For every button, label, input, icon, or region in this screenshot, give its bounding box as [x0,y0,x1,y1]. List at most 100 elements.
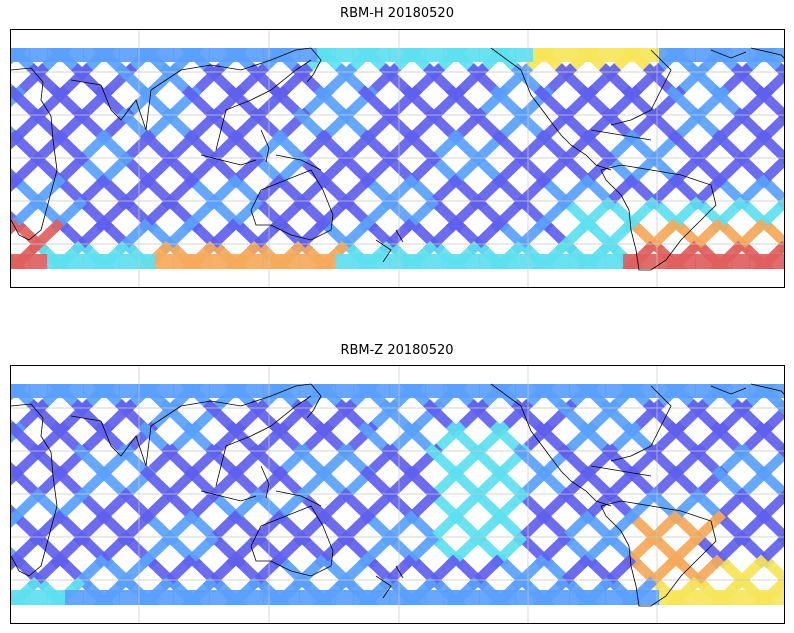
orbit-track-segment [204,107,243,144]
orbit-track-segment [468,510,507,547]
orbit-track-segment [688,443,727,480]
orbit-track-segment [533,532,572,569]
orbit-track-segment [686,63,725,100]
orbit-track-segment [334,399,373,436]
south-band-cell [335,590,354,605]
orbit-track-segment [359,465,398,503]
orbit-track-segment [600,510,639,547]
north-band-cell [659,384,678,398]
orbit-track-segment [137,196,176,233]
orbit-track-segment [422,399,461,436]
orbit-track-segment [730,399,769,436]
orbit-track-segment [753,196,784,233]
south-band-cell [749,254,768,269]
orbit-track-segment [11,125,23,144]
south-band-cell [479,590,498,605]
coastline-path [200,129,322,171]
orbit-track-segment [709,421,748,458]
south-band-cell [623,590,642,605]
south-band-cell [173,254,192,269]
orbit-track-segment [315,151,354,189]
orbit-track-segment [269,532,308,569]
north-band-cell [119,384,138,398]
orbit-track-segment [623,151,662,189]
orbit-track-segment [759,554,784,585]
south-band-cell [407,254,426,269]
orbit-track-segment [665,196,704,233]
north-band-cell [677,48,696,62]
south-band-cell [677,590,696,605]
south-band-cell [119,254,138,269]
orbit-track-segment [11,151,46,189]
graticule-rbm-h [11,30,784,287]
north-band-cell [551,48,570,62]
north-band-cell [65,48,84,62]
orbit-track-segment [489,85,528,122]
coastline-path [490,383,572,482]
orbit-track-segment [183,487,222,525]
orbit-track-segment [116,107,155,144]
south-band-cell [389,254,408,269]
south-band-cell [605,254,624,269]
orbit-track-segment [11,461,23,480]
orbit-track-segment [181,196,220,233]
orbit-track-segment [11,532,44,569]
south-band-cell [551,254,570,269]
orbit-track-segment [757,510,784,543]
orbit-track-segment [28,510,67,547]
south-band-cell [713,254,732,269]
north-band-cell [425,384,444,398]
orbit-track-segment [137,421,176,458]
orbit-track-segment [579,151,618,189]
orbit-track-segment [269,196,308,233]
orbit-track-segment [11,218,21,235]
north-band-cell [353,384,372,398]
orbit-track-segment [554,399,593,436]
orbit-track-segment [11,554,21,571]
orbit-track-segment [755,465,784,501]
orbit-track-segment [336,107,375,144]
south-band-cell [551,590,570,605]
south-band-cell [767,254,784,269]
north-band-cell [551,384,570,398]
orbit-track-segment [11,174,23,193]
south-band-cell [443,590,462,605]
orbit-track-segment [535,151,574,189]
orbit-track-segment [158,399,197,436]
orbit-track-segment [380,107,419,144]
south-band-cell [263,254,282,269]
orbit-track-segment [49,532,88,569]
orbit-track-segment [160,510,199,547]
north-band-cell [29,384,48,398]
orbit-track-segment [642,63,681,100]
south-band-cell [767,590,784,605]
orbit-track-segment [139,487,178,525]
coastline-path [70,415,152,467]
north-band-cell [335,48,354,62]
orbit-track-segment [401,421,440,458]
orbit-track-segment [577,196,616,233]
orbit-track-segment [447,487,486,525]
world-map-rbm-h [11,30,784,287]
orbit-track-segment [732,107,771,144]
north-band-cell [659,48,678,62]
map-title-rbm-h: RBM-H 20180520 [340,6,454,21]
north-band-cell [227,384,246,398]
south-band-cell [29,590,48,605]
south-band-cell [299,590,318,605]
orbit-track-segment [644,107,683,144]
orbit-track-segment [114,399,153,436]
map-panel-rbm-z [10,365,785,624]
orbit-track-segment [403,487,442,525]
orbit-track-segment [70,63,109,100]
orbit-track-segment [445,85,484,122]
south-band-cell [101,590,120,605]
orbit-track-segment [158,63,197,100]
orbit-track-segment [600,107,639,144]
orbit-track-segment [248,107,287,144]
orbit-track-segment [732,443,771,480]
orbit-track-segment [49,196,88,233]
orbit-track-segment [357,85,396,122]
north-band-cell [155,384,174,398]
orbit-track-segment [334,63,373,100]
